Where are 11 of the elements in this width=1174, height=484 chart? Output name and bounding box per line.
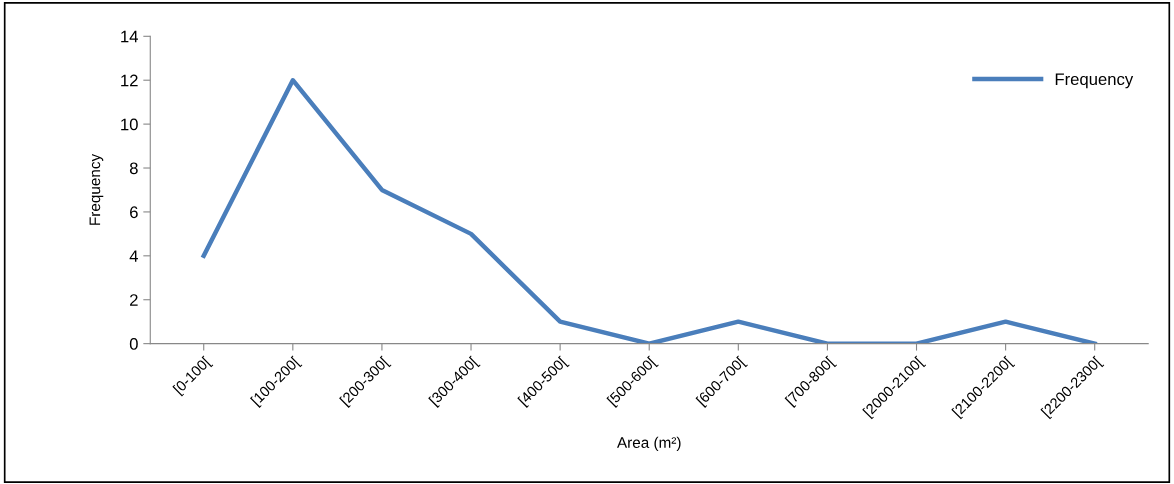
y-tick-label: 4 (129, 250, 138, 262)
y-tick-label: 8 (129, 162, 138, 175)
y-tick-label: 12 (121, 74, 138, 87)
y-axis-title: Frequency (89, 153, 104, 225)
y-tick-label: 6 (130, 206, 138, 219)
x-axis-title: Area (m²) (617, 436, 681, 451)
y-tick-label: 10 (121, 118, 138, 131)
y-tick-label: 14 (121, 30, 138, 43)
legend-label: Frequency (1055, 73, 1134, 89)
y-tick-label: 0 (129, 338, 138, 350)
y-tick-label: 2 (130, 294, 138, 306)
